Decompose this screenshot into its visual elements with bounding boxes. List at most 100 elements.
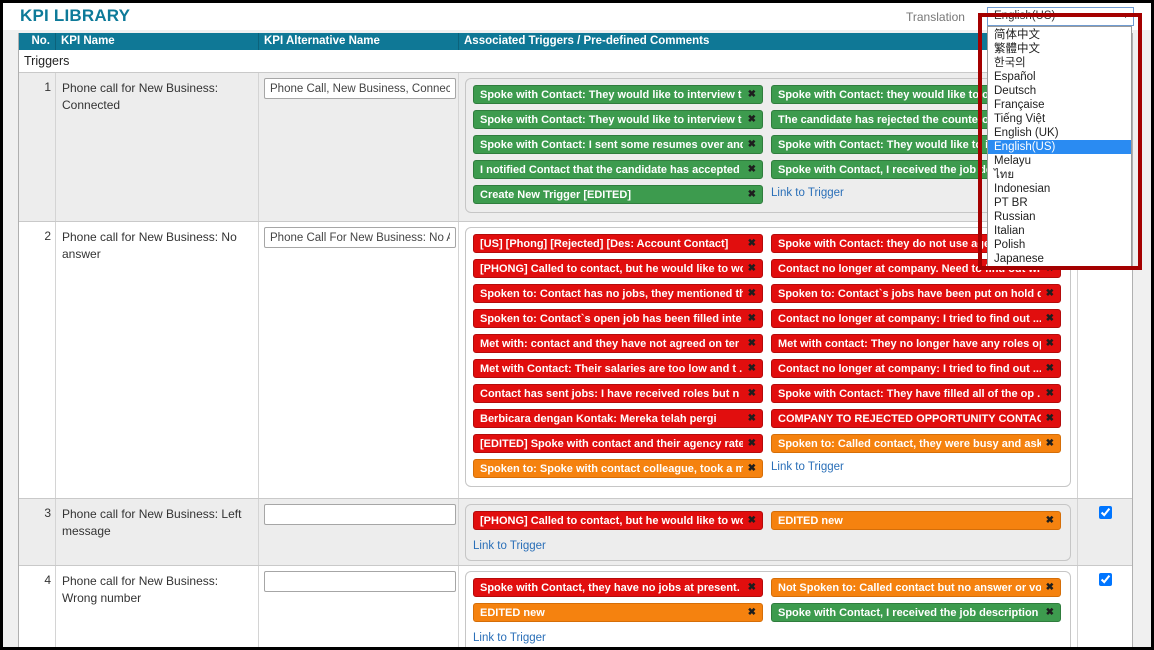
- row-checkbox[interactable]: [1098, 506, 1112, 519]
- language-option[interactable]: Italian: [994, 225, 1025, 237]
- kpi-alt-name-cell: [259, 222, 459, 498]
- link-to-trigger[interactable]: Link to Trigger: [473, 632, 546, 644]
- trigger-chip[interactable]: Spoke with Contact, I received the job d…: [771, 603, 1061, 622]
- language-option[interactable]: Melayu: [994, 155, 1032, 167]
- trigger-chip[interactable]: I notified Contact that the candidate ha…: [473, 160, 763, 179]
- trigger-chip[interactable]: Met with contact: They no longer have an…: [771, 334, 1061, 353]
- kpi-alt-name-input[interactable]: [264, 571, 456, 592]
- close-icon[interactable]: ✖: [747, 139, 756, 150]
- trigger-chip[interactable]: Spoke with Contact: I sent some resumes …: [473, 135, 763, 154]
- language-option[interactable]: Polish: [994, 239, 1026, 251]
- close-icon[interactable]: ✖: [747, 413, 756, 424]
- language-option[interactable]: Russian: [994, 211, 1036, 223]
- trigger-chip[interactable]: Spoken to: Spoke with contact colleague,…: [473, 459, 763, 478]
- row-checkbox[interactable]: [1098, 573, 1112, 586]
- table-row: 4 Phone call for New Business: Wrong numb…: [19, 566, 1132, 647]
- trigger-chip[interactable]: Spoke with Contact: They would like to i…: [473, 110, 763, 129]
- close-icon[interactable]: ✖: [1045, 413, 1054, 424]
- trigger-chip[interactable]: Met with Contact: Their salaries are too…: [473, 359, 763, 378]
- close-icon[interactable]: ✖: [747, 607, 756, 618]
- close-icon[interactable]: ✖: [1045, 607, 1054, 618]
- trigger-chip[interactable]: [PHONG] Called to contact, but he would …: [473, 511, 763, 530]
- close-icon[interactable]: ✖: [747, 263, 756, 274]
- close-icon[interactable]: ✖: [747, 114, 756, 125]
- close-icon[interactable]: ✖: [747, 463, 756, 474]
- page-title: KPI LIBRARY: [20, 6, 131, 25]
- trigger-chip[interactable]: Spoken to: Contact has no jobs, they men…: [473, 284, 763, 303]
- trigger-chip[interactable]: Not Spoken to: Called contact but no ans…: [771, 578, 1061, 597]
- close-icon[interactable]: ✖: [1045, 438, 1054, 449]
- language-option[interactable]: Française: [994, 99, 1045, 111]
- trigger-chip[interactable]: Spoken to: Contact`s jobs have been put …: [771, 284, 1061, 303]
- translation-select[interactable]: English(US) ▼: [987, 7, 1134, 26]
- close-icon[interactable]: ✖: [747, 288, 756, 299]
- close-icon[interactable]: ✖: [747, 515, 756, 526]
- language-option[interactable]: Español: [994, 71, 1036, 83]
- trigger-chip[interactable]: Contact no longer at company. Need to fi…: [771, 259, 1061, 278]
- trigger-chip-label: I notified Contact that the candidate ha…: [480, 163, 743, 176]
- language-option[interactable]: Japanese: [994, 253, 1044, 265]
- close-icon[interactable]: ✖: [1045, 313, 1054, 324]
- link-to-trigger[interactable]: Link to Trigger: [771, 461, 844, 473]
- trigger-chip[interactable]: EDITED new ✖: [771, 511, 1061, 530]
- trigger-chip-label: The candidate has rejected the counterof…: [778, 113, 1007, 126]
- close-icon[interactable]: ✖: [1045, 338, 1054, 349]
- kpi-alt-name-input[interactable]: [264, 227, 456, 248]
- trigger-chip[interactable]: [EDITED] Spoke with contact and their ag…: [473, 434, 763, 453]
- language-option[interactable]: PT BR: [994, 197, 1028, 209]
- language-option[interactable]: ไทย: [994, 169, 1015, 181]
- language-option[interactable]: Indonesian: [994, 183, 1051, 195]
- trigger-chip[interactable]: Met with: contact and they have not agre…: [473, 334, 763, 353]
- close-icon[interactable]: ✖: [1045, 288, 1054, 299]
- kpi-name: Phone call for New Business: Left messag…: [56, 499, 259, 565]
- close-icon[interactable]: ✖: [747, 438, 756, 449]
- trigger-chip-label: Contact has sent jobs: I have received r…: [480, 387, 743, 400]
- trigger-chip[interactable]: Contact no longer at company: I tried to…: [771, 359, 1061, 378]
- close-icon[interactable]: ✖: [1045, 582, 1054, 593]
- trigger-chip-label: Spoken to: Contact`s jobs have been put …: [778, 287, 1041, 300]
- language-option[interactable]: 한국의: [994, 57, 1026, 69]
- trigger-chip[interactable]: Create New Trigger [EDITED] ✖: [473, 185, 763, 204]
- language-option[interactable]: 繁體中文: [994, 43, 1040, 55]
- language-option[interactable]: Tiếng Việt: [994, 113, 1046, 125]
- language-dropdown[interactable]: 简体中文繁體中文 한국의 Español Deutsch Française Tiếng …: [987, 26, 1132, 268]
- close-icon[interactable]: ✖: [747, 189, 756, 200]
- close-icon[interactable]: ✖: [747, 313, 756, 324]
- trigger-chip[interactable]: Spoken to: Contact`s open job has been f…: [473, 309, 763, 328]
- trigger-chip-label: Spoke with Contact: they would like to o…: [778, 88, 1007, 101]
- close-icon[interactable]: ✖: [747, 164, 756, 175]
- trigger-chip[interactable]: Spoke with Contact, they have no jobs at…: [473, 578, 763, 597]
- close-icon[interactable]: ✖: [747, 238, 756, 249]
- close-icon[interactable]: ✖: [1045, 388, 1054, 399]
- close-icon[interactable]: ✖: [747, 388, 756, 399]
- kpi-alt-name-input[interactable]: [264, 504, 456, 525]
- trigger-container: [PHONG] Called to contact, but he would …: [465, 504, 1071, 561]
- language-option[interactable]: English(US): [988, 140, 1131, 154]
- link-to-trigger[interactable]: Link to Trigger: [771, 187, 844, 199]
- kpi-alt-name-input[interactable]: [264, 78, 456, 99]
- trigger-chip[interactable]: Spoke with Contact: They would like to i…: [473, 85, 763, 104]
- close-icon[interactable]: ✖: [747, 582, 756, 593]
- trigger-chip[interactable]: [PHONG] Called to contact, but he would …: [473, 259, 763, 278]
- trigger-chip-label: Create New Trigger [EDITED]: [480, 188, 631, 201]
- trigger-chip-label: Spoken to: Contact has no jobs, they men…: [480, 287, 743, 300]
- close-icon[interactable]: ✖: [1045, 363, 1054, 374]
- trigger-chip[interactable]: COMPANY TO REJECTED OPPORTUNITY CONTACTS…: [771, 409, 1061, 428]
- link-to-trigger[interactable]: Link to Trigger: [473, 540, 546, 552]
- close-icon[interactable]: ✖: [747, 338, 756, 349]
- trigger-chip-label: Contact no longer at company: I tried to…: [778, 362, 1041, 375]
- language-option[interactable]: English (UK): [994, 127, 1059, 139]
- column-header: KPI Alternative Name: [259, 33, 459, 50]
- language-option[interactable]: 简体中文: [994, 29, 1040, 41]
- language-option[interactable]: Deutsch: [994, 85, 1037, 97]
- trigger-chip[interactable]: Contact has sent jobs: I have received r…: [473, 384, 763, 403]
- trigger-chip[interactable]: Spoken to: Called contact, they were bus…: [771, 434, 1061, 453]
- trigger-chip[interactable]: Berbicara dengan Kontak: Mereka telah pe…: [473, 409, 763, 428]
- close-icon[interactable]: ✖: [1045, 515, 1054, 526]
- close-icon[interactable]: ✖: [747, 89, 756, 100]
- trigger-chip[interactable]: Contact no longer at company: I tried to…: [771, 309, 1061, 328]
- trigger-chip[interactable]: [US] [Phong] [Rejected] [Des: Account Co…: [473, 234, 763, 253]
- close-icon[interactable]: ✖: [747, 363, 756, 374]
- trigger-chip[interactable]: Spoke with Contact: They have filled all…: [771, 384, 1061, 403]
- trigger-chip[interactable]: EDITED new ✖: [473, 603, 763, 622]
